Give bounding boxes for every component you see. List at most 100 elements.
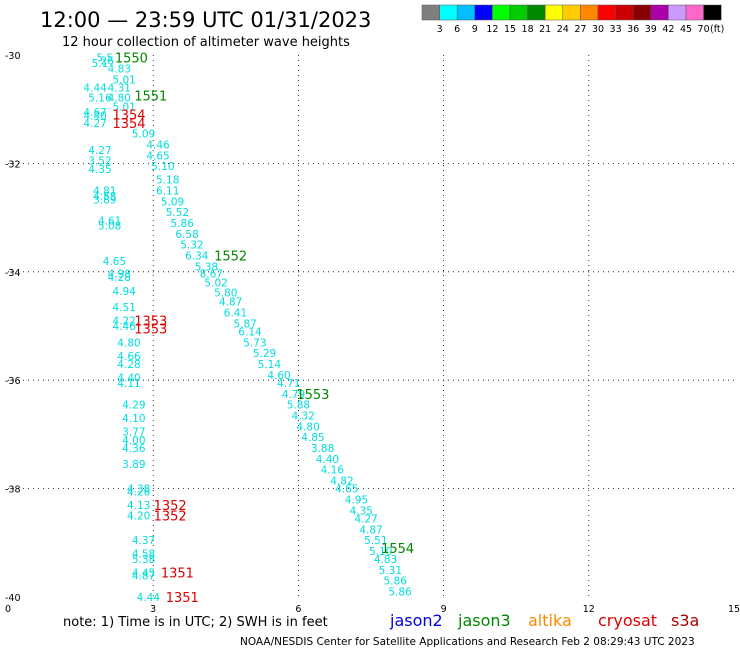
swh-value: 5.51 bbox=[364, 535, 387, 547]
swh-value: 4.40 bbox=[83, 111, 106, 123]
swh-value: 4.58 bbox=[132, 549, 155, 561]
swh-value: 4.16 bbox=[321, 465, 345, 477]
swh-value: 3.89 bbox=[93, 195, 116, 207]
legend-jason3: jason3 bbox=[457, 611, 511, 630]
colorbar-label: 36 bbox=[627, 24, 639, 35]
colorbar-label: 33 bbox=[610, 24, 622, 35]
swh-value: 4.94 bbox=[112, 286, 136, 298]
colorbar-label: 39 bbox=[645, 24, 657, 35]
legend-s3a: s3a bbox=[671, 611, 699, 630]
colorbar-swatch bbox=[421, 4, 440, 21]
swh-value: 4.36 bbox=[122, 443, 146, 455]
legend-cryosat: cryosat bbox=[598, 611, 657, 630]
swh-value: 4.82 bbox=[330, 475, 353, 487]
swh-value: 5.10 bbox=[151, 161, 174, 173]
pass-time-label: 1351 bbox=[166, 591, 199, 606]
swh-value: 5.14 bbox=[258, 359, 282, 371]
swh-value: 4.61 bbox=[98, 215, 121, 227]
swh-value: 4.83 bbox=[108, 64, 131, 76]
footer-credit: NOAA/NESDIS Center for Satellite Applica… bbox=[240, 636, 695, 648]
swh-value: 6.14 bbox=[238, 326, 262, 338]
pass-time-label: 1351 bbox=[161, 567, 194, 582]
chart-title: 12:00 — 23:59 UTC 01/31/2023 bbox=[40, 8, 371, 32]
swh-value: 5.87 bbox=[233, 318, 256, 330]
colorbar-label: 27 bbox=[574, 24, 586, 35]
swh-value: 4.20 bbox=[127, 511, 150, 523]
swh-value: 4.95 bbox=[345, 494, 368, 506]
swh-value: 4.35 bbox=[88, 164, 111, 176]
y-tick-label: -32 bbox=[5, 159, 21, 170]
chart-axes: 0 3 6 9 12 15 -30 -32 -34 -36 -38 -40 bbox=[5, 51, 740, 615]
colorbar-swatch bbox=[580, 4, 599, 21]
swh-value: 5.09 bbox=[132, 129, 155, 141]
colorbar-swatch bbox=[474, 4, 493, 21]
swh-value: 4.60 bbox=[267, 370, 290, 382]
pass-time-label: 1550 bbox=[115, 52, 148, 67]
swh-value: 4.22 bbox=[112, 316, 135, 328]
swh-value: 5.38 bbox=[132, 554, 155, 566]
swh-value: 5.73 bbox=[243, 337, 266, 349]
swh-value: 4.35 bbox=[350, 505, 373, 517]
satellite-legend: jason2 jason3 altika cryosat s3a bbox=[389, 611, 699, 630]
swh-value: 4.46 bbox=[112, 321, 136, 333]
swh-value: 6.58 bbox=[175, 229, 198, 241]
swh-value: 5.10 bbox=[369, 546, 392, 558]
x-tick-label: 0 bbox=[5, 604, 11, 615]
swh-value: 5.88 bbox=[287, 400, 310, 412]
legend-altika: altika bbox=[528, 611, 572, 630]
legend-jason2: jason2 bbox=[389, 611, 443, 630]
swh-value: 4.46 bbox=[146, 139, 170, 151]
colorbar-swatch bbox=[492, 4, 511, 21]
swh-value: 4.71 bbox=[277, 378, 300, 390]
swh-value: 4.00 bbox=[122, 435, 145, 447]
colorbar-label: 3 bbox=[437, 24, 443, 35]
swh-value: 4.65 bbox=[103, 256, 126, 268]
swh-value: 4.37 bbox=[132, 535, 155, 547]
swh-value: 3.89 bbox=[122, 459, 145, 471]
swh-value: 4.38 bbox=[127, 484, 150, 496]
swh-value: 5.08 bbox=[98, 221, 121, 233]
swh-value: 4.11 bbox=[117, 378, 140, 390]
swh-value: 5.02 bbox=[204, 278, 227, 290]
colorbar-swatch bbox=[439, 4, 458, 21]
swh-value: 4.32 bbox=[292, 410, 315, 422]
swh-value: 4.51 bbox=[112, 302, 135, 314]
swh-value: 8.67 bbox=[200, 268, 223, 280]
colorbar-swatch bbox=[544, 4, 564, 21]
colorbar-label: 15 bbox=[504, 24, 516, 35]
colorbar-swatch bbox=[650, 4, 669, 21]
footer-note: note: 1) Time is in UTC; 2) SWH is in fe… bbox=[63, 615, 328, 630]
swh-value: 4.65 bbox=[335, 484, 358, 496]
pass-time-label: 1554 bbox=[381, 542, 414, 557]
colorbar-swatch bbox=[456, 4, 476, 21]
swh-value: 4.80 bbox=[296, 421, 319, 433]
swh-value: 5.01 bbox=[112, 101, 135, 113]
swh-value: 4.45 bbox=[132, 568, 155, 580]
swh-value: 3.52 bbox=[88, 156, 111, 168]
colorbar-label: 21 bbox=[539, 24, 551, 35]
swh-value: 4.80 bbox=[108, 92, 131, 104]
y-tick-label: -36 bbox=[5, 376, 21, 387]
chart-subtitle: 12 hour collection of altimeter wave hei… bbox=[62, 35, 350, 50]
pass-time-label: 1553 bbox=[296, 388, 329, 403]
x-tick-label: 6 bbox=[295, 604, 301, 615]
swh-value: 5.29 bbox=[253, 348, 276, 360]
pass-time-label: 1552 bbox=[214, 250, 247, 265]
swh-value: 6.11 bbox=[156, 186, 179, 198]
colorbar-label: 6 bbox=[454, 24, 460, 35]
swh-value: 4.26 bbox=[127, 486, 151, 498]
swh-value: 5.09 bbox=[161, 196, 184, 208]
colorbar-label: 18 bbox=[522, 24, 534, 35]
colorbar-swatch bbox=[615, 4, 634, 21]
pass-time-label: 1353 bbox=[134, 323, 167, 338]
colorbar-label: (ft) bbox=[710, 24, 724, 35]
swh-value: 4.27 bbox=[88, 145, 111, 157]
colorbar-swatch bbox=[597, 4, 616, 21]
swh-value: 4.87 bbox=[132, 570, 155, 582]
swh-value: 5.31 bbox=[379, 565, 402, 577]
swh-value: 5.52 bbox=[166, 207, 189, 219]
y-tick-label: -38 bbox=[5, 485, 21, 496]
colorbar-swatch bbox=[668, 4, 687, 21]
colorbar-swatch bbox=[509, 4, 528, 21]
